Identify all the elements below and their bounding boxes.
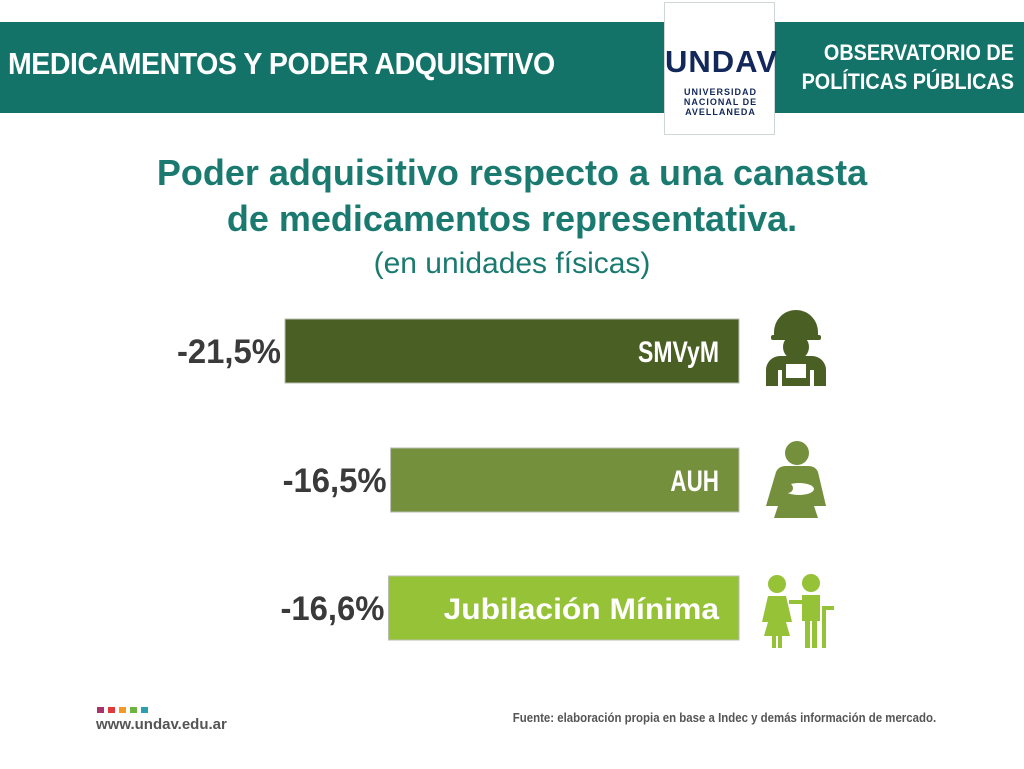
- footer-color-squares: [97, 707, 148, 713]
- footer-url: www.undav.edu.ar: [96, 716, 227, 733]
- logo-wordmark: UNDAV: [665, 44, 778, 79]
- footer-square: [97, 707, 104, 713]
- footer-square: [141, 707, 148, 713]
- footer-source: Fuente: elaboración propia en base a Ind…: [512, 710, 936, 725]
- bar-category-label: SMVyM: [638, 336, 719, 369]
- bar-value-label: -16,6%: [280, 590, 384, 628]
- mother-baby-icon: [766, 441, 826, 518]
- logo-line-1: UNIVERSIDAD: [683, 87, 757, 97]
- worker-icon: [766, 310, 826, 386]
- bar-chart: SMVyM -21,5% AUH -16,5% Jubilación Mínima -16…: [177, 310, 834, 648]
- header-bar: MEDICAMENTOS Y PODER ADQUISITIVO OBSERVA…: [0, 22, 1024, 113]
- chart-title-line-2: de medicamentos representativa.: [226, 198, 798, 239]
- logo-line-2: NACIONAL DE: [683, 97, 758, 107]
- bar-0: [284, 318, 740, 384]
- bar-value-label: -21,5%: [177, 333, 281, 371]
- observatory-line-2: POLÍTICAS PÚBLICAS: [801, 69, 1014, 94]
- bar-1: [390, 447, 740, 513]
- undav-logo: UNDAV UNIVERSIDAD NACIONAL DE AVELLANEDA: [664, 2, 778, 135]
- bar-value-label: -16,5%: [283, 462, 387, 500]
- footer-square: [119, 707, 126, 713]
- footer-square: [108, 707, 115, 713]
- header-title: MEDICAMENTOS Y PODER ADQUISITIVO: [8, 46, 555, 81]
- chart-subtitle: (en unidades físicas): [373, 247, 651, 280]
- observatory-line-1: OBSERVATORIO DE: [824, 40, 1014, 65]
- footer-square: [130, 707, 137, 713]
- chart-title: Poder adquisitivo respecto a una canasta…: [0, 150, 1024, 242]
- bar-category-label: AUH: [670, 465, 719, 498]
- bar-2: [387, 575, 740, 641]
- elderly-couple-icon: [762, 574, 834, 648]
- chart-title-line-1: Poder adquisitivo respecto a una canasta: [156, 152, 868, 193]
- logo-subtitle: UNIVERSIDAD NACIONAL DE AVELLANEDA: [665, 87, 776, 117]
- observatory-name: OBSERVATORIO DE POLÍTICAS PÚBLICAS: [802, 38, 1014, 96]
- logo-line-3: AVELLANEDA: [685, 107, 756, 117]
- bar-category-label: Jubilación Mínima: [444, 593, 720, 626]
